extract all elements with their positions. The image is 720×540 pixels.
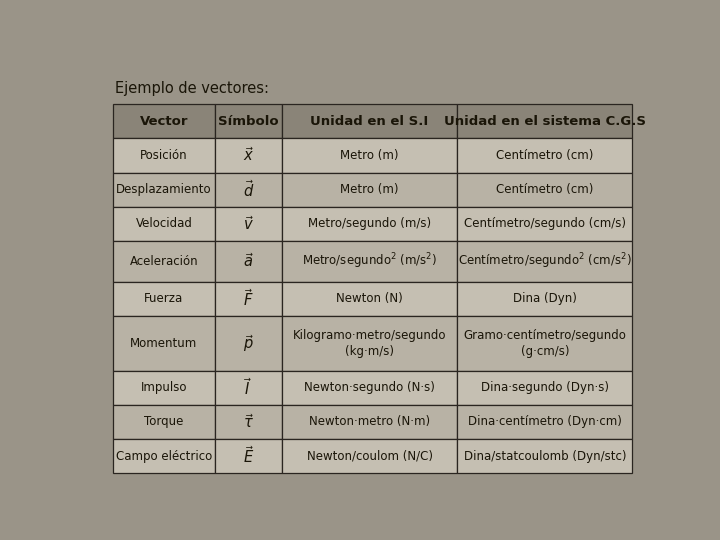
Text: Kilogramo·metro/segundo
(kg·m/s): Kilogramo·metro/segundo (kg·m/s) bbox=[293, 329, 446, 358]
Bar bbox=[457, 405, 632, 439]
Text: Newton·metro (N·m): Newton·metro (N·m) bbox=[309, 415, 430, 428]
Bar bbox=[457, 207, 632, 241]
Bar bbox=[114, 173, 215, 207]
Bar bbox=[114, 370, 215, 405]
Text: Centímetro/segundo$^2$ (cm/s$^2$): Centímetro/segundo$^2$ (cm/s$^2$) bbox=[458, 252, 631, 271]
Text: Metro/segundo (m/s): Metro/segundo (m/s) bbox=[308, 217, 431, 231]
Bar bbox=[457, 173, 632, 207]
Text: $\vec{I}$: $\vec{I}$ bbox=[244, 377, 253, 398]
Text: Metro/segundo$^2$ (m/s$^2$): Metro/segundo$^2$ (m/s$^2$) bbox=[302, 252, 437, 271]
Text: Dina/statcoulomb (Dyn/stc): Dina/statcoulomb (Dyn/stc) bbox=[464, 449, 626, 463]
Bar bbox=[215, 104, 282, 138]
Bar bbox=[457, 316, 632, 370]
Bar bbox=[457, 439, 632, 473]
Text: Símbolo: Símbolo bbox=[218, 115, 279, 128]
Bar bbox=[215, 207, 282, 241]
Text: Metro (m): Metro (m) bbox=[341, 149, 399, 162]
Bar bbox=[215, 316, 282, 370]
Text: Torque: Torque bbox=[144, 415, 184, 428]
Text: Dina·segundo (Dyn·s): Dina·segundo (Dyn·s) bbox=[481, 381, 609, 394]
Text: $\vec{\tau}$: $\vec{\tau}$ bbox=[243, 413, 253, 431]
Bar bbox=[282, 241, 457, 282]
Bar bbox=[282, 282, 457, 316]
Text: Vector: Vector bbox=[140, 115, 188, 128]
Text: Unidad en el S.I: Unidad en el S.I bbox=[310, 115, 428, 128]
Bar bbox=[282, 207, 457, 241]
Bar bbox=[282, 138, 457, 173]
Text: Posición: Posición bbox=[140, 149, 188, 162]
Bar bbox=[114, 405, 215, 439]
Bar bbox=[457, 282, 632, 316]
Text: Metro (m): Metro (m) bbox=[341, 183, 399, 196]
Text: $\vec{F}$: $\vec{F}$ bbox=[243, 288, 253, 309]
Bar bbox=[114, 104, 215, 138]
Bar bbox=[282, 316, 457, 370]
Bar bbox=[457, 138, 632, 173]
Bar bbox=[215, 405, 282, 439]
Bar bbox=[215, 173, 282, 207]
Text: Newton·segundo (N·s): Newton·segundo (N·s) bbox=[304, 381, 435, 394]
Text: Unidad en el sistema C.G.S: Unidad en el sistema C.G.S bbox=[444, 115, 646, 128]
Text: Aceleración: Aceleración bbox=[130, 255, 198, 268]
Text: Centímetro (cm): Centímetro (cm) bbox=[496, 149, 593, 162]
Text: Dina·centímetro (Dyn·cm): Dina·centímetro (Dyn·cm) bbox=[468, 415, 621, 428]
Bar bbox=[215, 439, 282, 473]
Bar bbox=[114, 138, 215, 173]
Bar bbox=[282, 370, 457, 405]
Bar bbox=[457, 241, 632, 282]
Bar bbox=[457, 104, 632, 138]
Text: $\vec{E}$: $\vec{E}$ bbox=[243, 446, 254, 467]
Bar bbox=[114, 316, 215, 370]
Text: Gramo·centímetro/segundo
(g·cm/s): Gramo·centímetro/segundo (g·cm/s) bbox=[464, 329, 626, 358]
Bar bbox=[282, 439, 457, 473]
Bar bbox=[114, 207, 215, 241]
Text: Desplazamiento: Desplazamiento bbox=[116, 183, 212, 196]
Text: Newton/coulom (N/C): Newton/coulom (N/C) bbox=[307, 449, 433, 463]
Bar bbox=[282, 104, 457, 138]
Text: Campo eléctrico: Campo eléctrico bbox=[116, 449, 212, 463]
Text: Centímetro/segundo (cm/s): Centímetro/segundo (cm/s) bbox=[464, 217, 626, 231]
Bar bbox=[282, 173, 457, 207]
Bar bbox=[282, 405, 457, 439]
Text: Centímetro (cm): Centímetro (cm) bbox=[496, 183, 593, 196]
Text: $\vec{a}$: $\vec{a}$ bbox=[243, 253, 253, 271]
Bar bbox=[114, 241, 215, 282]
Bar bbox=[215, 241, 282, 282]
Text: $\vec{d}$: $\vec{d}$ bbox=[243, 179, 254, 200]
Bar bbox=[114, 282, 215, 316]
Text: Fuerza: Fuerza bbox=[144, 293, 184, 306]
Bar bbox=[114, 439, 215, 473]
Text: Dina (Dyn): Dina (Dyn) bbox=[513, 293, 577, 306]
Text: Impulso: Impulso bbox=[140, 381, 187, 394]
Bar bbox=[215, 370, 282, 405]
Bar bbox=[215, 282, 282, 316]
Text: Velocidad: Velocidad bbox=[135, 217, 192, 231]
Text: Momentum: Momentum bbox=[130, 337, 197, 350]
Text: Ejemplo de vectores:: Ejemplo de vectores: bbox=[115, 80, 269, 96]
Bar bbox=[215, 138, 282, 173]
Text: $\vec{p}$: $\vec{p}$ bbox=[243, 333, 253, 354]
Text: Newton (N): Newton (N) bbox=[336, 293, 403, 306]
Bar bbox=[457, 370, 632, 405]
Text: $\vec{v}$: $\vec{v}$ bbox=[243, 215, 253, 233]
Text: $\vec{x}$: $\vec{x}$ bbox=[243, 146, 254, 165]
